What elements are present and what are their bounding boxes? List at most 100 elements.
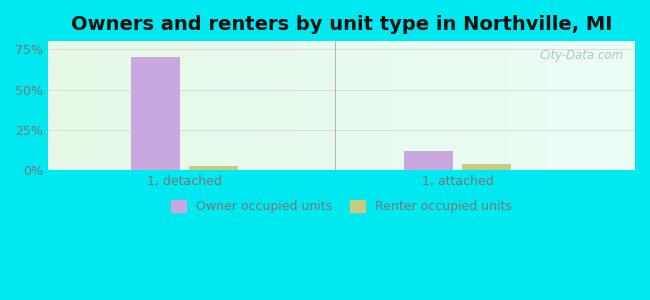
Bar xyxy=(209,41,213,170)
Bar xyxy=(632,41,635,170)
Bar xyxy=(376,41,380,170)
Bar xyxy=(391,41,395,170)
Text: City-Data.com: City-Data.com xyxy=(539,49,623,62)
Bar xyxy=(92,41,95,170)
Bar xyxy=(444,41,447,170)
Bar xyxy=(579,41,582,170)
Bar xyxy=(236,41,239,170)
Bar xyxy=(353,41,356,170)
Bar xyxy=(327,41,330,170)
Bar xyxy=(562,41,565,170)
Bar xyxy=(127,41,130,170)
Bar xyxy=(215,41,218,170)
Bar xyxy=(606,41,608,170)
Bar xyxy=(280,41,283,170)
Bar xyxy=(118,41,122,170)
Bar xyxy=(124,41,127,170)
Bar xyxy=(567,41,571,170)
Bar xyxy=(95,41,98,170)
Bar xyxy=(432,41,436,170)
Bar xyxy=(68,41,72,170)
Bar xyxy=(356,41,359,170)
Bar xyxy=(213,41,215,170)
Bar xyxy=(244,41,248,170)
Bar xyxy=(368,41,370,170)
Bar xyxy=(582,41,585,170)
Bar xyxy=(547,41,550,170)
Bar xyxy=(374,41,376,170)
Bar xyxy=(200,41,203,170)
Bar xyxy=(224,41,227,170)
Bar xyxy=(116,41,118,170)
Bar xyxy=(142,41,145,170)
Bar xyxy=(335,41,339,170)
Bar xyxy=(471,41,474,170)
Bar xyxy=(365,41,368,170)
Bar xyxy=(294,41,298,170)
Bar xyxy=(538,41,541,170)
Bar xyxy=(112,41,116,170)
Bar xyxy=(221,41,224,170)
Bar xyxy=(333,41,335,170)
Bar xyxy=(304,41,306,170)
Bar xyxy=(344,41,347,170)
Bar xyxy=(159,41,162,170)
Bar xyxy=(515,41,517,170)
Bar xyxy=(571,41,573,170)
Bar xyxy=(268,41,271,170)
Bar xyxy=(194,41,198,170)
Bar xyxy=(426,41,430,170)
Bar xyxy=(66,41,68,170)
Bar xyxy=(532,41,535,170)
Bar xyxy=(188,41,192,170)
Bar xyxy=(283,41,285,170)
Bar xyxy=(486,41,488,170)
Bar xyxy=(412,41,415,170)
Bar xyxy=(298,41,300,170)
Bar xyxy=(101,41,103,170)
Bar xyxy=(447,41,450,170)
Bar xyxy=(80,41,83,170)
Bar xyxy=(552,41,556,170)
Bar xyxy=(318,41,321,170)
Bar xyxy=(506,41,509,170)
Bar xyxy=(139,41,142,170)
Bar xyxy=(482,41,486,170)
Bar xyxy=(395,41,397,170)
Bar xyxy=(618,41,620,170)
Bar xyxy=(603,41,606,170)
Bar xyxy=(265,41,268,170)
Bar xyxy=(544,41,547,170)
Bar xyxy=(192,41,194,170)
Bar xyxy=(491,41,494,170)
Bar xyxy=(465,41,467,170)
Bar xyxy=(315,41,318,170)
Bar xyxy=(262,41,265,170)
Bar xyxy=(248,41,250,170)
Bar xyxy=(62,41,66,170)
Bar xyxy=(309,41,312,170)
Bar xyxy=(330,41,333,170)
Bar xyxy=(608,41,612,170)
Bar xyxy=(274,41,277,170)
Bar xyxy=(133,41,136,170)
Bar xyxy=(430,41,432,170)
Bar xyxy=(207,41,209,170)
Bar xyxy=(153,41,157,170)
Bar xyxy=(594,41,597,170)
Bar xyxy=(145,41,148,170)
Bar xyxy=(556,41,558,170)
Bar xyxy=(550,41,552,170)
Bar xyxy=(177,41,180,170)
Bar xyxy=(503,41,506,170)
Bar xyxy=(180,41,183,170)
Bar xyxy=(614,41,618,170)
Bar xyxy=(131,57,180,170)
Bar xyxy=(277,41,280,170)
Bar xyxy=(467,41,471,170)
Bar xyxy=(400,41,403,170)
Bar xyxy=(72,41,74,170)
Bar xyxy=(48,41,51,170)
Bar xyxy=(362,41,365,170)
Bar xyxy=(218,41,221,170)
